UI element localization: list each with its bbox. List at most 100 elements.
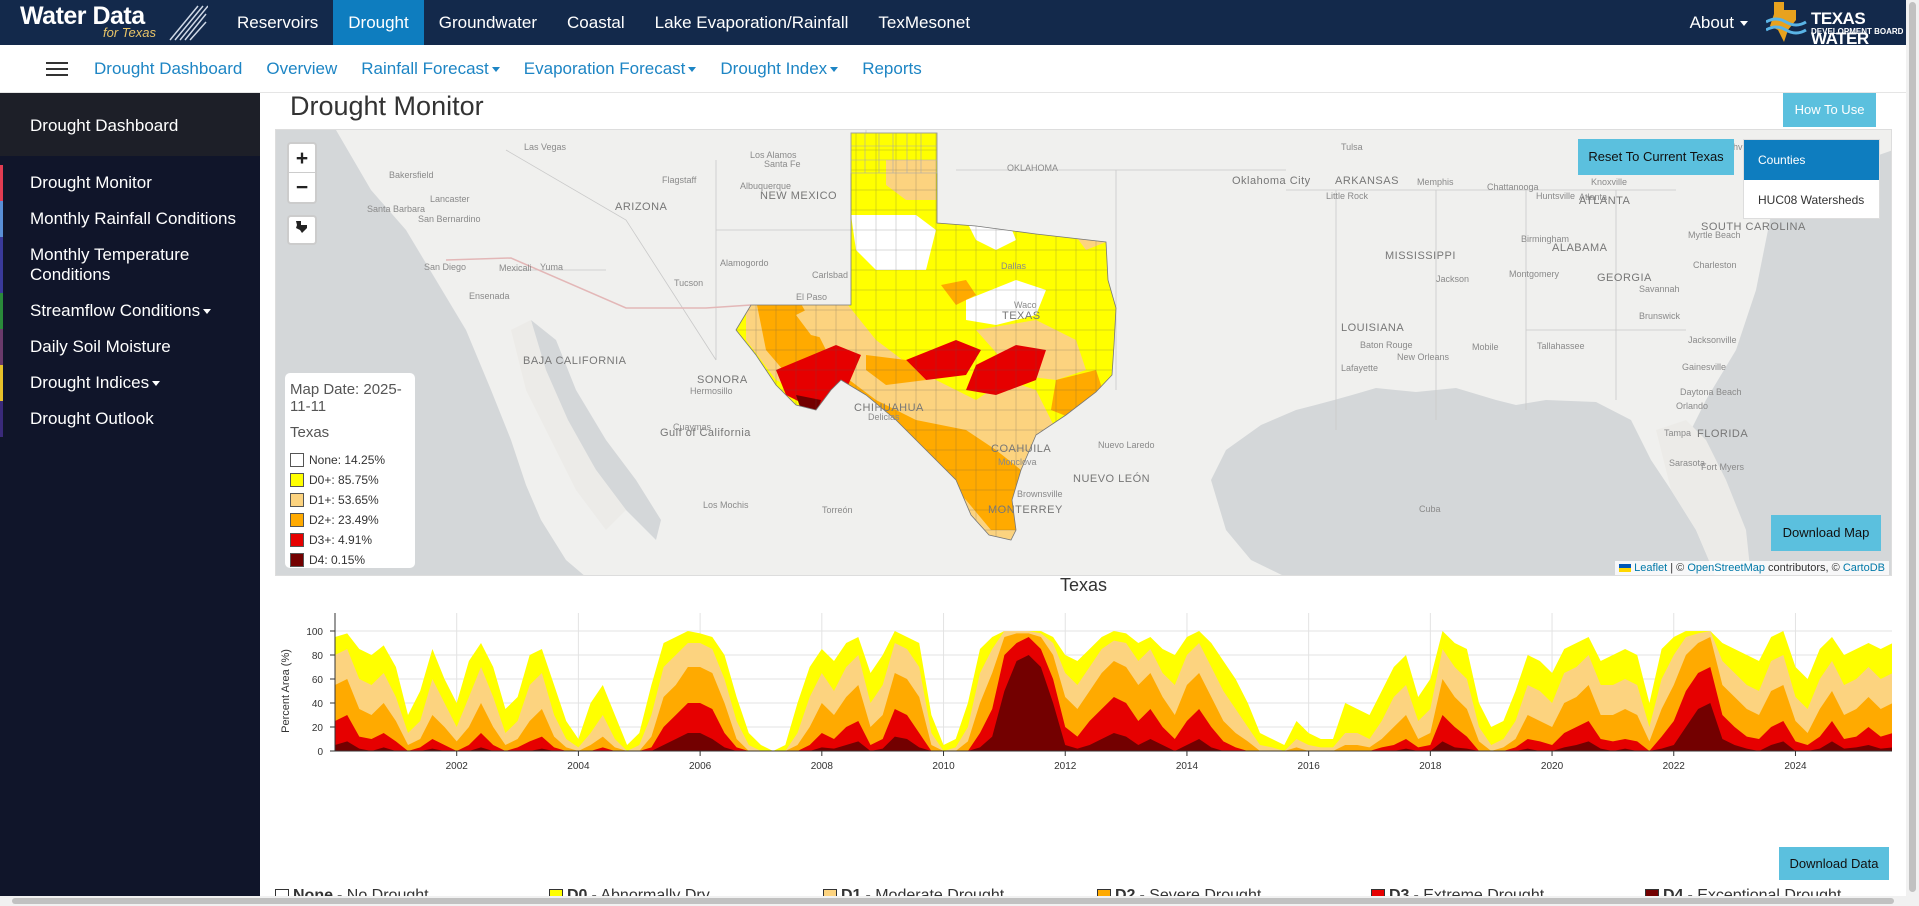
map-place-label: OKLAHOMA <box>1007 163 1059 173</box>
leaflet-link[interactable]: Leaflet <box>1634 562 1668 574</box>
map-place-label: Baton Rouge <box>1360 340 1413 350</box>
map-place-label: Knoxville <box>1591 177 1628 187</box>
map-place-label: San Bernardino <box>418 214 481 224</box>
osm-link[interactable]: OpenStreetMap <box>1687 562 1765 574</box>
sidebar-item-color-bar <box>0 329 3 365</box>
sidebar-item-color-bar <box>0 165 3 201</box>
nav-lake-evaporation[interactable]: Lake Evaporation/Rainfall <box>654 13 849 32</box>
how-to-use-button[interactable]: How To Use <box>1783 93 1876 127</box>
sidebar-item-drought-indices[interactable]: Drought Indices <box>0 365 260 401</box>
legend-label: D0+: 85.75% <box>309 473 379 487</box>
nav-reservoirs[interactable]: Reservoirs <box>237 13 319 32</box>
twdb-logo[interactable]: TEXAS WATER DEVELOPMENT BOARD <box>1766 0 1906 48</box>
map-place-label: Birmingham <box>1521 234 1570 244</box>
x-tick-label: 2012 <box>1054 761 1077 772</box>
layer-huc08-watersheds[interactable]: HUC08 Watersheds <box>1758 193 1865 207</box>
sidebar-item-label: Monthly Rainfall Conditions <box>30 209 236 228</box>
map-place-label: Los Alamos <box>750 150 797 160</box>
texas-locate-icon[interactable] <box>287 215 317 245</box>
zoom-control: + − <box>287 142 317 204</box>
sidebar-item-streamflow-conditions[interactable]: Streamflow Conditions <box>0 293 260 329</box>
drought-map[interactable]: Las VegasTulsaNashvilleTENNESSEEBakersfi… <box>275 129 1892 576</box>
map-place-label: SONORA <box>697 374 748 386</box>
map-place-label: Dallas <box>1001 261 1027 271</box>
nav-groundwater[interactable]: Groundwater <box>438 13 538 32</box>
map-place-label: Sarasota <box>1669 458 1706 468</box>
legend-swatch <box>290 553 304 567</box>
x-tick-label: 2022 <box>1663 761 1686 772</box>
legend-row: D1+: 53.65% <box>290 490 410 510</box>
layer-counties[interactable]: Counties <box>1744 140 1879 180</box>
map-place-label: MONTERREY <box>988 504 1063 516</box>
legend-label: D4: 0.15% <box>309 553 366 567</box>
legend-label: D3+: 4.91% <box>309 533 373 547</box>
map-place-label: Tulsa <box>1341 142 1363 152</box>
map-place-label: Monclova <box>998 457 1037 467</box>
attribution-text: contributors, © <box>1768 562 1840 574</box>
map-place-label: Fort Myers <box>1701 462 1745 472</box>
subnav-overview[interactable]: Overview <box>266 58 338 78</box>
download-map-button[interactable]: Download Map <box>1771 515 1881 551</box>
x-tick-label: 2002 <box>446 761 469 772</box>
sidebar-item-color-bar <box>0 293 3 329</box>
nav-texmesonet[interactable]: TexMesonet <box>878 13 971 32</box>
legend-swatch <box>290 533 304 547</box>
map-place-label: Jacksonville <box>1688 335 1737 345</box>
map-place-label: Mobile <box>1472 342 1499 352</box>
map-place-label: New Orleans <box>1397 352 1450 362</box>
zoom-out-button[interactable]: − <box>295 176 309 199</box>
map-place-label: GEORGIA <box>1597 272 1652 284</box>
legend-row: D3+: 4.91% <box>290 530 410 550</box>
sidebar-item-monthly-rainfall-conditions[interactable]: Monthly Rainfall Conditions <box>0 201 260 237</box>
map-place-label: Huntsville <box>1536 191 1576 201</box>
sidebar-item-drought-monitor[interactable]: Drought Monitor <box>0 165 260 201</box>
map-place-label: Chattanooga <box>1487 182 1539 192</box>
sidebar-item-daily-soil-moisture[interactable]: Daily Soil Moisture <box>0 329 260 365</box>
texas-drought-overlay <box>735 132 1117 541</box>
subnav-rainfall-forecast[interactable]: Rainfall Forecast <box>349 59 512 79</box>
sub-navbar: Drought Dashboard Overview Rainfall Fore… <box>0 45 1906 93</box>
brand-logo[interactable]: Water Data for Texas <box>0 0 222 45</box>
top-navbar: Water Data for Texas Reservoirs Drought … <box>0 0 1906 48</box>
twdb-icon <box>1766 2 1807 42</box>
map-place-label: Charleston <box>1693 260 1737 270</box>
map-place-label: Orlando <box>1676 401 1709 411</box>
zoom-in-button[interactable]: + <box>289 144 315 173</box>
download-data-button[interactable]: Download Data <box>1779 847 1889 880</box>
map-place-label: Tucson <box>674 278 704 288</box>
vertical-scrollbar[interactable] <box>1906 0 1919 906</box>
hamburger-menu-icon[interactable] <box>46 58 68 80</box>
map-place-label: LOUISIANA <box>1341 322 1405 334</box>
map-place-label: MISSISSIPPI <box>1385 250 1456 262</box>
sidebar-item-color-bar <box>0 237 3 293</box>
legend-row: D2+: 23.49% <box>290 510 410 530</box>
map-place-label: Cuaymas <box>673 422 712 432</box>
y-tick-label: 20 <box>312 723 324 734</box>
sidebar-item-monthly-temperature-conditions[interactable]: Monthly Temperature Conditions <box>0 237 260 293</box>
brand-name: Water Data <box>20 2 145 30</box>
nav-drought[interactable]: Drought <box>333 0 424 45</box>
subnav-drought-index[interactable]: Drought Index <box>708 59 850 79</box>
reset-texas-button[interactable]: Reset To Current Texas <box>1578 139 1734 175</box>
subnav-evaporation-forecast[interactable]: Evaporation Forecast <box>512 59 709 79</box>
map-place-label: TEXAS <box>1002 310 1041 322</box>
map-place-label: Hermosillo <box>690 386 733 396</box>
about-dropdown[interactable]: About <box>1690 13 1766 33</box>
subnav-reports[interactable]: Reports <box>862 58 922 78</box>
map-place-label: Torreón <box>822 505 853 515</box>
sidebar-item-label: Daily Soil Moisture <box>30 337 171 356</box>
map-place-label: NEW MEXICO <box>760 190 838 202</box>
map-place-label: Carlsbad <box>812 270 849 280</box>
sidebar-header[interactable]: Drought Dashboard <box>0 93 260 156</box>
nav-coastal[interactable]: Coastal <box>567 13 625 32</box>
map-place-label: Tampa <box>1664 428 1692 438</box>
horizontal-scrollbar[interactable] <box>0 896 1906 906</box>
cartodb-link[interactable]: CartoDB <box>1842 562 1885 574</box>
map-place-label: Montgomery <box>1509 269 1560 279</box>
area-series-d2 <box>335 633 1892 751</box>
map-place-label: Alamogordo <box>720 258 769 268</box>
subnav-drought-dashboard[interactable]: Drought Dashboard <box>94 58 243 78</box>
sidebar-item-label: Drought Outlook <box>30 409 154 428</box>
x-tick-label: 2018 <box>1419 761 1442 772</box>
sidebar-item-drought-outlook[interactable]: Drought Outlook <box>0 401 260 437</box>
